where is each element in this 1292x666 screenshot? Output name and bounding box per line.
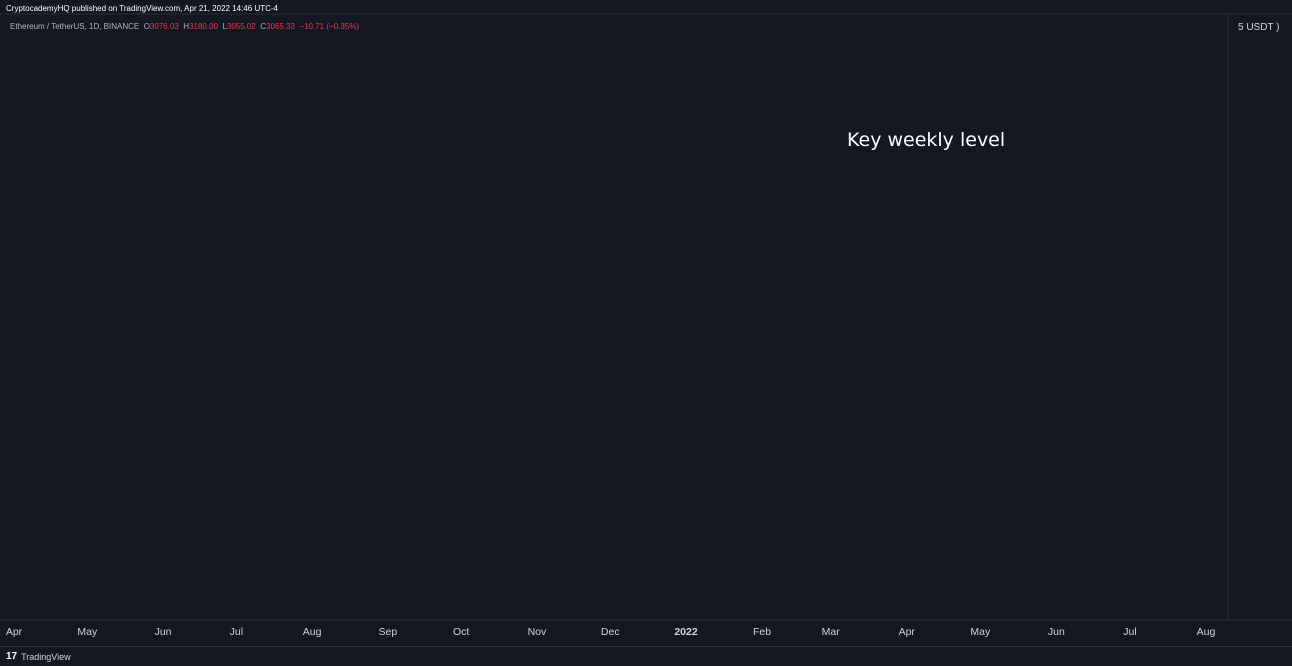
tradingview-logo-icon[interactable]: 17 xyxy=(6,651,18,662)
price-scale-unit[interactable]: 5 USDT ) xyxy=(1238,22,1280,33)
time-tick-label: Aug xyxy=(303,626,322,638)
low-label: L xyxy=(222,22,227,31)
time-tick-label: Apr xyxy=(6,626,23,638)
open-value: 3076.03 xyxy=(149,22,179,31)
time-tick-label: 2022 xyxy=(674,626,698,638)
time-tick-label: Aug xyxy=(1197,626,1216,638)
change-value: −10.71 (−0.35%) xyxy=(299,22,360,31)
time-axis[interactable]: Apr May Jun Jul Aug Sep Oct Nov Dec 2022 Feb Mar Apr… xyxy=(6,626,1216,638)
low-value: 3055.02 xyxy=(226,22,256,31)
high-label: H xyxy=(183,22,190,31)
time-tick-label: Apr xyxy=(899,626,916,638)
symbol-legend[interactable]: Ethereum / TetherUS, 1D, BINANCE O3076.0… xyxy=(10,22,359,31)
time-tick-label: Oct xyxy=(453,626,469,638)
time-tick-label: Jun xyxy=(1048,626,1065,638)
time-tick-label: Mar xyxy=(822,626,841,638)
time-tick-label: Nov xyxy=(528,626,547,638)
symbol-name: Ethereum / TetherUS, 1D, BINANCE xyxy=(10,22,140,31)
time-tick-label: Jul xyxy=(230,626,243,638)
footer-brand[interactable]: TradingView xyxy=(21,651,71,662)
time-tick-label: Dec xyxy=(601,626,620,638)
published-text: CryptocademyHQ published on TradingView.… xyxy=(6,4,278,13)
time-tick-label: Jun xyxy=(155,626,172,638)
close-value: 3065.33 xyxy=(266,22,295,31)
close-label: C xyxy=(260,22,267,31)
time-tick-label: Feb xyxy=(753,626,771,638)
open-label: O xyxy=(143,22,150,31)
footer-bar: 17 TradingView xyxy=(0,646,1292,666)
time-tick-label: May xyxy=(77,626,98,638)
time-tick-label: Sep xyxy=(379,626,398,638)
key-level-annotation: Key weekly level xyxy=(847,129,1006,151)
time-tick-label: May xyxy=(970,626,991,638)
high-value: 3180.00 xyxy=(189,22,218,31)
time-tick-label: Jul xyxy=(1123,626,1136,638)
published-header: CryptocademyHQ published on TradingView.… xyxy=(6,4,278,13)
